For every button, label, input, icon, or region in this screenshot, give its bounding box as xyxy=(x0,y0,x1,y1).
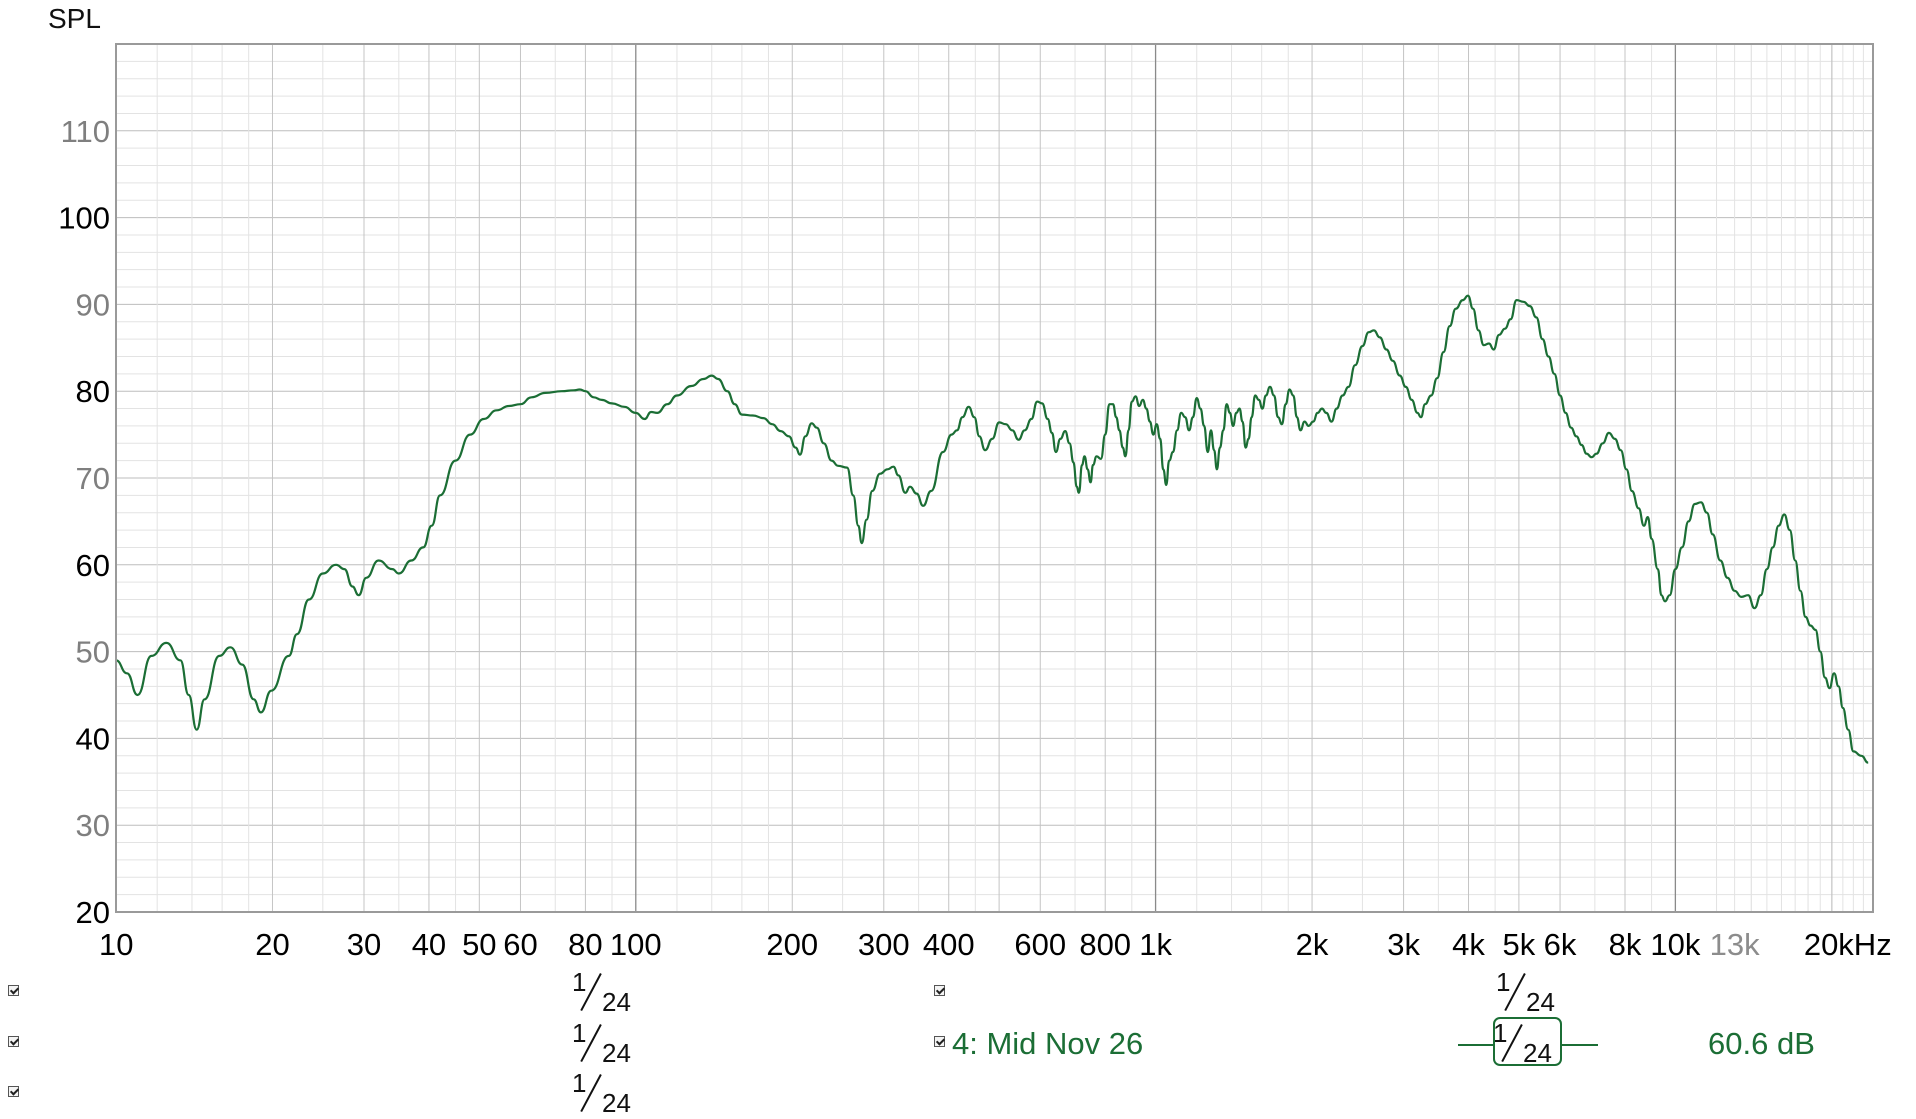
trace-4-smoothing-box[interactable]: 1 24 xyxy=(1493,1017,1562,1068)
x-tick-labels: 10 20 30 40 50 60 80 100 200 300 400 600 800 1k 2k 3k 4k… xyxy=(99,927,1892,962)
y-tick-label: 100 xyxy=(58,201,110,236)
x-tick-label: 20 xyxy=(255,927,289,962)
smoothing-numerator: 1 xyxy=(1496,967,1511,997)
y-tick-label: 90 xyxy=(76,287,110,322)
y-grid xyxy=(116,43,1873,913)
trace-4-line-sample-left xyxy=(1458,1044,1493,1046)
x-tick-label: 1k xyxy=(1139,927,1172,962)
smoothing-numerator: 1 xyxy=(1493,1018,1508,1048)
x-tick-label: 600 xyxy=(1014,927,1066,962)
x-tick-label: 3k xyxy=(1387,927,1420,962)
x-tick-label: 50 xyxy=(462,927,496,962)
x-tick-label: 40 xyxy=(412,927,446,962)
smoothing-numerator: 1 xyxy=(572,967,587,997)
trace-4-line[interactable] xyxy=(115,294,1869,764)
legend-row-3: 1 24 xyxy=(0,1068,1916,1118)
x-tick-label: 200 xyxy=(766,927,818,962)
x-tick-label: 100 xyxy=(610,927,662,962)
y-tick-label: 60 xyxy=(76,548,110,583)
trace-4-value-readout: 60.6 dB xyxy=(1708,1026,1815,1061)
x-tick-label: 300 xyxy=(858,927,910,962)
trace-4-checkbox[interactable] xyxy=(934,1036,945,1047)
trace-3-checkbox[interactable] xyxy=(8,1036,19,1047)
trace-3-smoothing[interactable]: 1 24 xyxy=(568,1018,638,1068)
y-tick-label: 40 xyxy=(76,721,110,756)
smoothing-denominator: 24 xyxy=(602,1038,631,1068)
x-tick-label: 400 xyxy=(923,927,975,962)
trace-1-smoothing[interactable]: 1 24 xyxy=(568,967,638,1017)
trace-5-smoothing[interactable]: 1 24 xyxy=(568,1068,638,1118)
y-tick-label: 80 xyxy=(76,374,110,409)
smoothing-denominator: 24 xyxy=(602,987,631,1017)
x-tick-label: 800 xyxy=(1079,927,1131,962)
trace-4-line-sample-right xyxy=(1562,1044,1598,1046)
y-tick-label: 20 xyxy=(76,895,110,930)
x-tick-label: 60 xyxy=(503,927,537,962)
y-axis-label: SPL xyxy=(48,3,101,34)
legend-row-1: 1 24 1 24 xyxy=(0,967,1916,1017)
x-tick-label: 13k xyxy=(1710,927,1760,962)
x-tick-label: 80 xyxy=(568,927,602,962)
x-tick-label: 2k xyxy=(1296,927,1329,962)
x-tick-label: 20kHz xyxy=(1804,927,1892,962)
x-tick-label: 8k xyxy=(1609,927,1642,962)
plot-frame xyxy=(115,43,1874,913)
x-tick-label: 5k xyxy=(1503,927,1536,962)
trace-2-smoothing[interactable]: 1 24 xyxy=(1492,967,1562,1017)
smoothing-denominator: 24 xyxy=(602,1088,631,1118)
x-tick-label: 10 xyxy=(99,927,133,962)
smoothing-denominator: 24 xyxy=(1526,987,1555,1017)
y-tick-label: 110 xyxy=(61,114,110,149)
trace-1-checkbox[interactable] xyxy=(8,985,19,996)
legend-row-2: 1 24 4: Mid Nov 26 1 24 60.6 dB xyxy=(0,1017,1916,1068)
x-tick-label: 10k xyxy=(1650,927,1700,962)
smoothing-numerator: 1 xyxy=(572,1068,587,1098)
trace-4-smoothing: 1 24 xyxy=(1489,1018,1559,1068)
x-tick-label: 4k xyxy=(1452,927,1485,962)
trace-5-checkbox[interactable] xyxy=(8,1086,19,1097)
trace-2-checkbox[interactable] xyxy=(934,985,945,996)
y-tick-labels: 20 30 40 50 60 70 80 90 100 110 xyxy=(58,114,110,930)
x-tick-label: 30 xyxy=(347,927,381,962)
y-tick-label: 70 xyxy=(76,461,110,496)
x-tick-label: 6k xyxy=(1544,927,1577,962)
y-tick-label: 50 xyxy=(76,635,110,670)
smoothing-numerator: 1 xyxy=(572,1018,587,1048)
smoothing-denominator: 24 xyxy=(1523,1038,1552,1068)
trace-4-name[interactable]: 4: Mid Nov 26 xyxy=(952,1026,1144,1061)
y-tick-label: 30 xyxy=(76,808,110,843)
